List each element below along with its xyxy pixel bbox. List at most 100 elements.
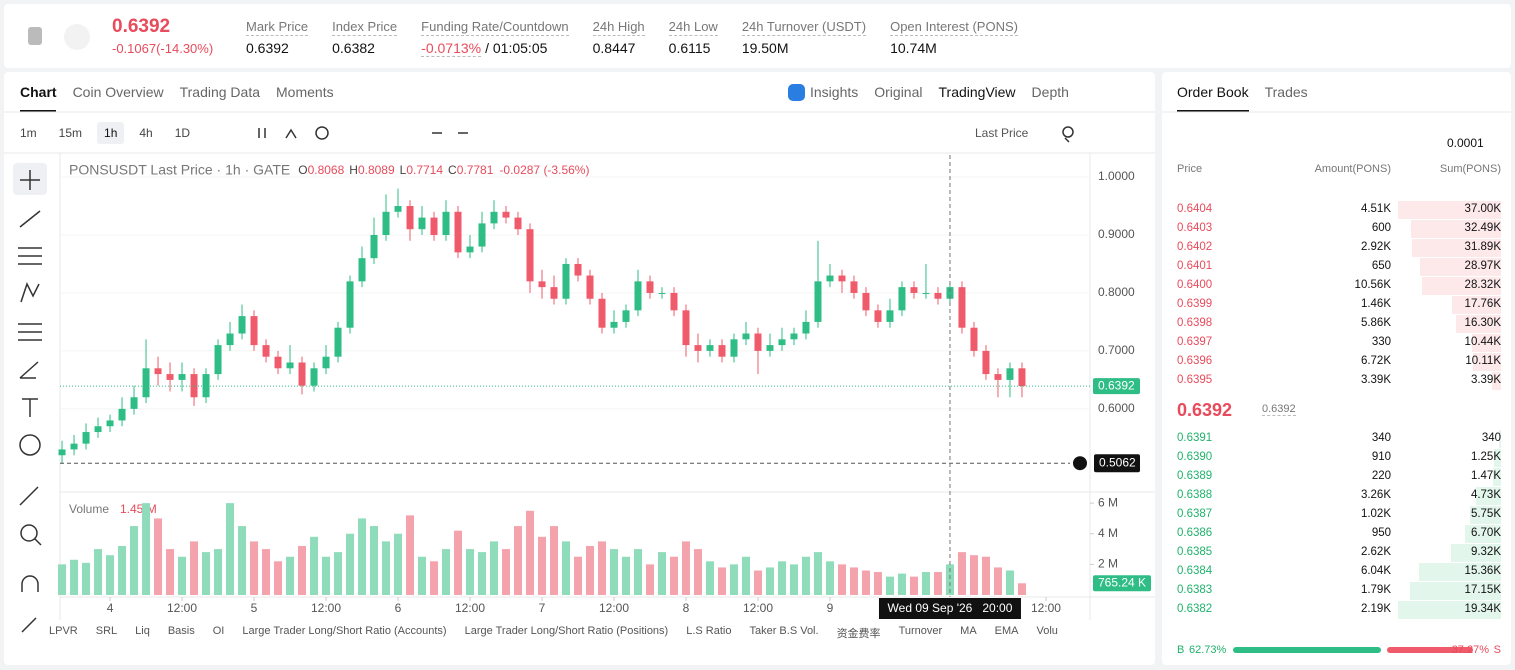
- ob-amount: 600: [1371, 222, 1391, 234]
- stat-number: 10.74M: [890, 40, 937, 56]
- indicator[interactable]: Basis: [167, 625, 195, 637]
- stat-label: 24h Low: [668, 19, 718, 36]
- depth-bar: [1420, 258, 1501, 276]
- ob-price: 0.6389: [1177, 470, 1213, 482]
- indicator[interactable]: Liq: [135, 625, 150, 637]
- sell-key: S: [1493, 644, 1501, 656]
- stat-number: 0.6382: [332, 40, 375, 56]
- view[interactable]: Original: [874, 84, 923, 100]
- ob-amount: 910: [1371, 451, 1391, 463]
- ob-sum: 3.39K: [1470, 374, 1501, 386]
- depth-bar: [1398, 201, 1501, 219]
- stat: 24h High 0.8447: [592, 18, 645, 57]
- chart-panel: [4, 72, 1155, 665]
- views: Insights Original TradingView Depth: [810, 84, 1069, 100]
- ob-price: 0.6400: [1177, 279, 1213, 291]
- ob-column: Sum(PONS): [1439, 163, 1501, 175]
- tab[interactable]: Trading Data: [179, 84, 261, 100]
- indicator[interactable]: MA: [960, 625, 977, 637]
- stat-number: -0.0713%: [421, 40, 482, 57]
- ob-sum: 9.32K: [1470, 546, 1501, 558]
- stat-label: 24h Turnover (USDT): [741, 19, 867, 36]
- stat-number: 0.6115: [668, 40, 711, 56]
- ob-price: 0.6386: [1177, 527, 1213, 539]
- ob-sum: 28.32K: [1464, 279, 1501, 291]
- price-mode[interactable]: Last Price: [975, 126, 1029, 140]
- ob-sum: 19.34K: [1464, 603, 1501, 615]
- depth-bar: [1493, 468, 1501, 486]
- indicator[interactable]: Volu: [1036, 625, 1058, 637]
- ob-sum: 1.25K: [1470, 451, 1501, 463]
- ob-amount: 2.92K: [1360, 241, 1391, 253]
- ob-amount: 1.46K: [1360, 298, 1391, 310]
- view[interactable]: TradingView: [938, 84, 1016, 100]
- ob-amount: 2.62K: [1360, 546, 1391, 558]
- ob-tab[interactable]: Trades: [1264, 84, 1308, 100]
- stat-value: 0.6382: [332, 40, 397, 56]
- ob-price: 0.6384: [1177, 565, 1213, 577]
- ob-amount: 1.79K: [1360, 584, 1391, 596]
- ob-amount: 330: [1371, 336, 1391, 348]
- ob-tab[interactable]: Order Book: [1177, 84, 1249, 100]
- interval[interactable]: 4h: [139, 126, 153, 140]
- indicator[interactable]: OI: [212, 625, 225, 637]
- logo: [28, 27, 42, 45]
- depth-bar: [1472, 353, 1501, 371]
- indicator[interactable]: 资金费率: [836, 628, 881, 640]
- indicator[interactable]: Large Trader Long/Short Ratio (Positions…: [464, 625, 669, 637]
- ob-amount: 1.02K: [1360, 508, 1391, 520]
- depth-bar: [1455, 315, 1501, 333]
- ob-price: 0.6387: [1177, 508, 1213, 520]
- tab[interactable]: Moments: [276, 84, 334, 100]
- tab[interactable]: Chart: [20, 84, 57, 100]
- indicator[interactable]: Large Trader Long/Short Ratio (Accounts): [242, 625, 447, 637]
- buy-label: 62.73%: [1189, 644, 1227, 656]
- interval[interactable]: 1D: [174, 126, 191, 140]
- stats: Mark Price 0.6392 Index Price 0.6382 Funding…: [246, 18, 1018, 57]
- ob-sum: 17.76K: [1464, 298, 1501, 310]
- indicator[interactable]: LPVR: [49, 625, 78, 637]
- indicator[interactable]: Turnover: [898, 625, 943, 637]
- ob-sum: 340: [1481, 432, 1501, 444]
- ob-amount: 4.51K: [1360, 203, 1391, 215]
- ob-amount: 340: [1371, 432, 1391, 444]
- stat: Open Interest (PONS) 10.74M: [890, 18, 1018, 57]
- ob-amount: 6.04K: [1360, 565, 1391, 577]
- view[interactable]: Insights: [810, 84, 859, 100]
- ob-sum: 31.89K: [1464, 241, 1501, 253]
- buy-bar: [1233, 647, 1381, 653]
- interval[interactable]: 1m: [20, 126, 37, 140]
- indicator[interactable]: Taker B.S Vol.: [749, 625, 819, 637]
- ob-price: 0.6388: [1177, 489, 1213, 501]
- ob-sum: 10.11K: [1465, 355, 1501, 367]
- precision[interactable]: 0.0001: [1447, 136, 1484, 150]
- ai-icon: [788, 84, 805, 101]
- ob-amount: 6.72K: [1360, 355, 1391, 367]
- tab[interactable]: Coin Overview: [72, 84, 164, 100]
- indicator[interactable]: EMA: [994, 625, 1019, 637]
- ob-sum: 6.70K: [1470, 527, 1501, 539]
- ob-price: 0.6401: [1177, 260, 1213, 272]
- stat-number: 0.8447: [592, 40, 636, 56]
- depth-bar: [1422, 277, 1501, 295]
- stat-countdown: / 01:05:05: [485, 40, 548, 56]
- depth-bar: [1412, 239, 1501, 257]
- favorite[interactable]: [64, 24, 90, 50]
- ob-price: 0.6390: [1177, 451, 1213, 463]
- ob-sum: 28.97K: [1464, 260, 1501, 272]
- ob-sum: 37.00K: [1464, 203, 1501, 215]
- stat: Index Price 0.6382: [332, 18, 398, 57]
- stat-value: -0.0713%/ 01:05:05: [421, 40, 568, 57]
- interval[interactable]: 15m: [58, 126, 83, 140]
- depth-bar: [1419, 563, 1501, 581]
- ob-sum: 15.36K: [1464, 565, 1501, 577]
- indicators: LPVR SRL Liq Basis OI Large Trader Long/Short…: [49, 625, 1058, 641]
- depth-bar: [1499, 430, 1501, 448]
- stat-label: Mark Price: [246, 19, 309, 36]
- ob-amount: 220: [1371, 470, 1391, 482]
- depth-bar: [1465, 525, 1501, 543]
- view[interactable]: Depth: [1031, 84, 1069, 100]
- indicator[interactable]: L.S Ratio: [686, 625, 732, 637]
- interval[interactable]: 1h: [97, 122, 125, 144]
- indicator[interactable]: SRL: [95, 625, 118, 637]
